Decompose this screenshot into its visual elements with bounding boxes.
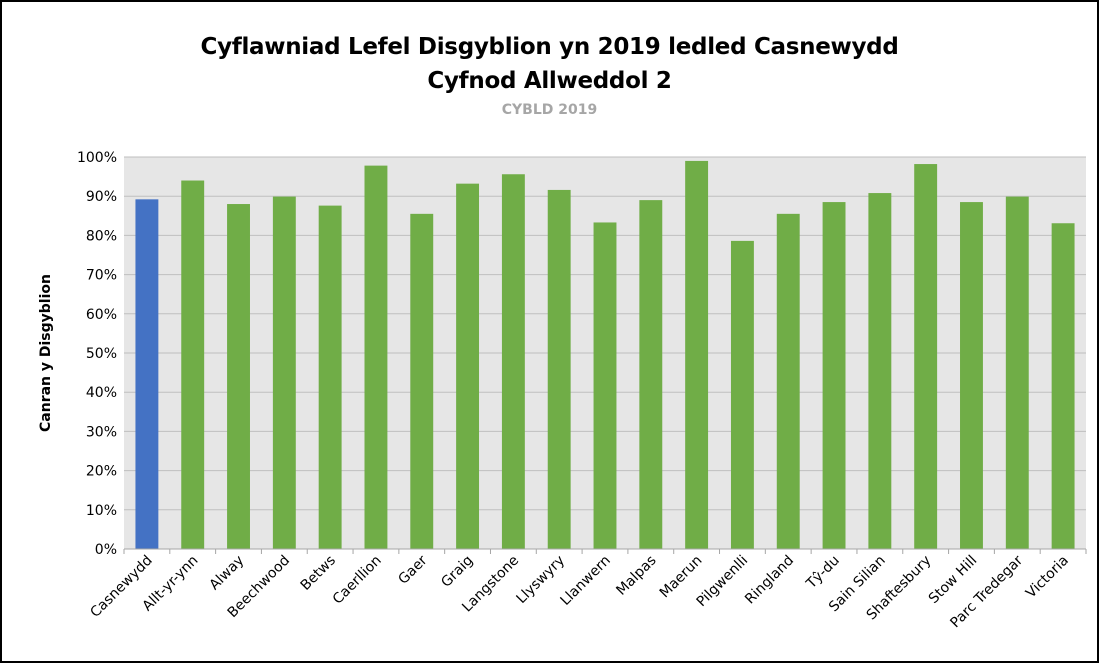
- y-tick-label: 40%: [86, 385, 117, 401]
- x-tick-label: Betws: [298, 553, 339, 594]
- bar-t-du: [822, 202, 846, 549]
- bar-pilgwenlli: [730, 240, 754, 549]
- y-tick-label: 10%: [86, 503, 117, 519]
- y-tick-label: 100%: [77, 150, 117, 166]
- x-tick-label: Casnewydd: [87, 553, 155, 621]
- chart-subtitle: CYBLD 2019: [501, 102, 598, 118]
- bar-sain-silian: [868, 193, 892, 549]
- bar-shaftesbury: [914, 164, 938, 549]
- bar-allt-yr-ynn: [181, 180, 205, 549]
- y-tick-label: 70%: [86, 268, 117, 284]
- y-tick-label: 90%: [86, 189, 117, 205]
- x-tick-label: Tŷ-du: [803, 553, 843, 593]
- y-tick-label: 60%: [86, 307, 117, 323]
- bar-alway: [227, 204, 250, 550]
- y-tick-labels: 0% 10% 20% 30% 40% 50% 60% 70% 80% 90% 100%: [77, 150, 117, 558]
- bar-victoria: [1051, 223, 1075, 550]
- y-tick-label: 50%: [86, 346, 117, 362]
- chart-title-line2: Cyfnod Allweddol 2: [427, 68, 672, 94]
- y-tick-label: 0%: [95, 542, 117, 558]
- bar-stow-hill: [960, 202, 983, 549]
- bar-graig: [456, 183, 480, 549]
- bar-casnewydd: [135, 199, 159, 549]
- x-tick-label: Malpas: [613, 553, 659, 599]
- bar-gaer: [410, 213, 434, 549]
- y-tick-label: 80%: [86, 228, 117, 244]
- title-block: Cyflawniad Lefel Disgyblion yn 2019 ledl…: [0, 30, 1099, 118]
- x-tick-label: Graig: [438, 553, 476, 591]
- bar-llyswyry: [547, 189, 571, 550]
- x-tick-label: Caerllion: [330, 553, 385, 608]
- x-tick-label: Gaer: [395, 552, 430, 587]
- x-tick-label: Victoria: [1023, 553, 1072, 602]
- bar-caerllion: [364, 165, 388, 549]
- x-tick-label: Alway: [206, 553, 247, 594]
- bar-ringland: [776, 213, 800, 549]
- bar-maerun: [685, 160, 709, 550]
- bar-malpas: [639, 200, 663, 549]
- y-axis-label: Canran y Disgyblion: [38, 274, 54, 432]
- x-tick-label: Llanwern: [558, 553, 614, 609]
- bar-betws: [318, 205, 342, 549]
- bars: [123, 160, 1087, 554]
- bar-beechwood: [272, 196, 296, 550]
- bar-langstone: [501, 174, 525, 550]
- x-tick-label: Ringland: [742, 553, 797, 608]
- y-tick-label: 20%: [86, 464, 117, 480]
- bar-parc-tredegar: [1005, 196, 1029, 550]
- y-tick-label: 30%: [86, 424, 117, 440]
- bar-llanwern: [593, 222, 617, 550]
- chart-title: Cyflawniad Lefel Disgyblion yn 2019 ledl…: [200, 34, 899, 60]
